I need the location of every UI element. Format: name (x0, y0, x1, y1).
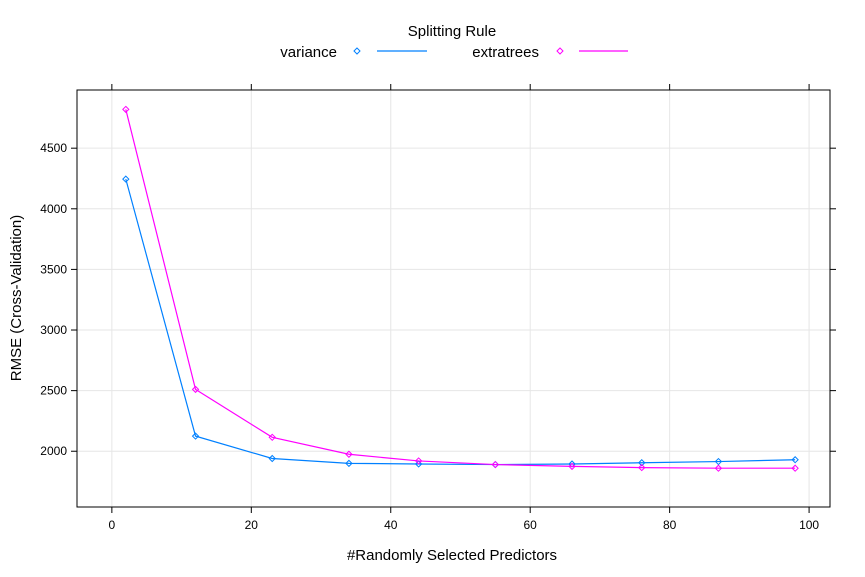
y-tick-label: 4500 (40, 141, 67, 155)
legend-label: extratrees (472, 44, 539, 61)
legend-entries: variance extratrees (280, 44, 628, 61)
data-point-extratrees (268, 433, 276, 442)
series-variance (122, 175, 799, 469)
x-tick-label: 60 (524, 518, 538, 532)
x-tick-label: 0 (109, 518, 116, 532)
data-point-extratrees (414, 457, 423, 465)
legend-marker (353, 47, 361, 55)
legend: Splitting Rule variance extratrees (280, 23, 628, 61)
data-point-variance (414, 460, 423, 468)
data-point-extratrees (714, 464, 723, 472)
y-tick-label: 2000 (40, 444, 67, 458)
y-axis-title: RMSE (Cross-Validation) (8, 215, 25, 381)
data-point-variance (122, 175, 130, 183)
data-point-extratrees (568, 462, 576, 471)
series-layer (122, 105, 799, 472)
y-tick-label: 3500 (40, 262, 67, 276)
axis-ticks: 0 20 40 60 80 100 2000 2500 3000 3500 4000 4500 (40, 84, 836, 532)
data-point-extratrees (638, 463, 646, 472)
data-point-variance (191, 432, 200, 440)
y-tick-label: 3000 (40, 323, 67, 337)
legend-entry-extratrees: extratrees (472, 44, 628, 61)
data-point-variance (345, 459, 353, 468)
legend-label: variance (280, 44, 337, 61)
x-tick-label: 100 (799, 518, 819, 532)
legend-title: Splitting Rule (408, 23, 496, 40)
x-tick-label: 40 (384, 518, 398, 532)
series-line-extratrees (125, 109, 796, 469)
y-tick-label: 2500 (40, 384, 67, 398)
legend-marker (556, 47, 564, 55)
y-tick-label: 4000 (40, 202, 67, 216)
series-extratrees (122, 105, 799, 472)
data-point-variance (638, 459, 646, 467)
x-axis-title: #Randomly Selected Predictors (347, 547, 557, 564)
x-tick-label: 20 (245, 518, 259, 532)
data-point-variance (791, 456, 799, 464)
data-point-extratrees (345, 450, 353, 458)
data-point-variance (268, 454, 276, 463)
data-point-extratrees (791, 464, 799, 472)
data-point-extratrees (191, 385, 200, 394)
legend-entry-variance: variance (280, 44, 427, 61)
series-line-variance (125, 178, 796, 466)
data-point-extratrees (122, 105, 130, 114)
plot-panel (76, 89, 831, 508)
grid (77, 90, 830, 507)
x-tick-label: 80 (663, 518, 677, 532)
data-point-extratrees (491, 460, 500, 469)
